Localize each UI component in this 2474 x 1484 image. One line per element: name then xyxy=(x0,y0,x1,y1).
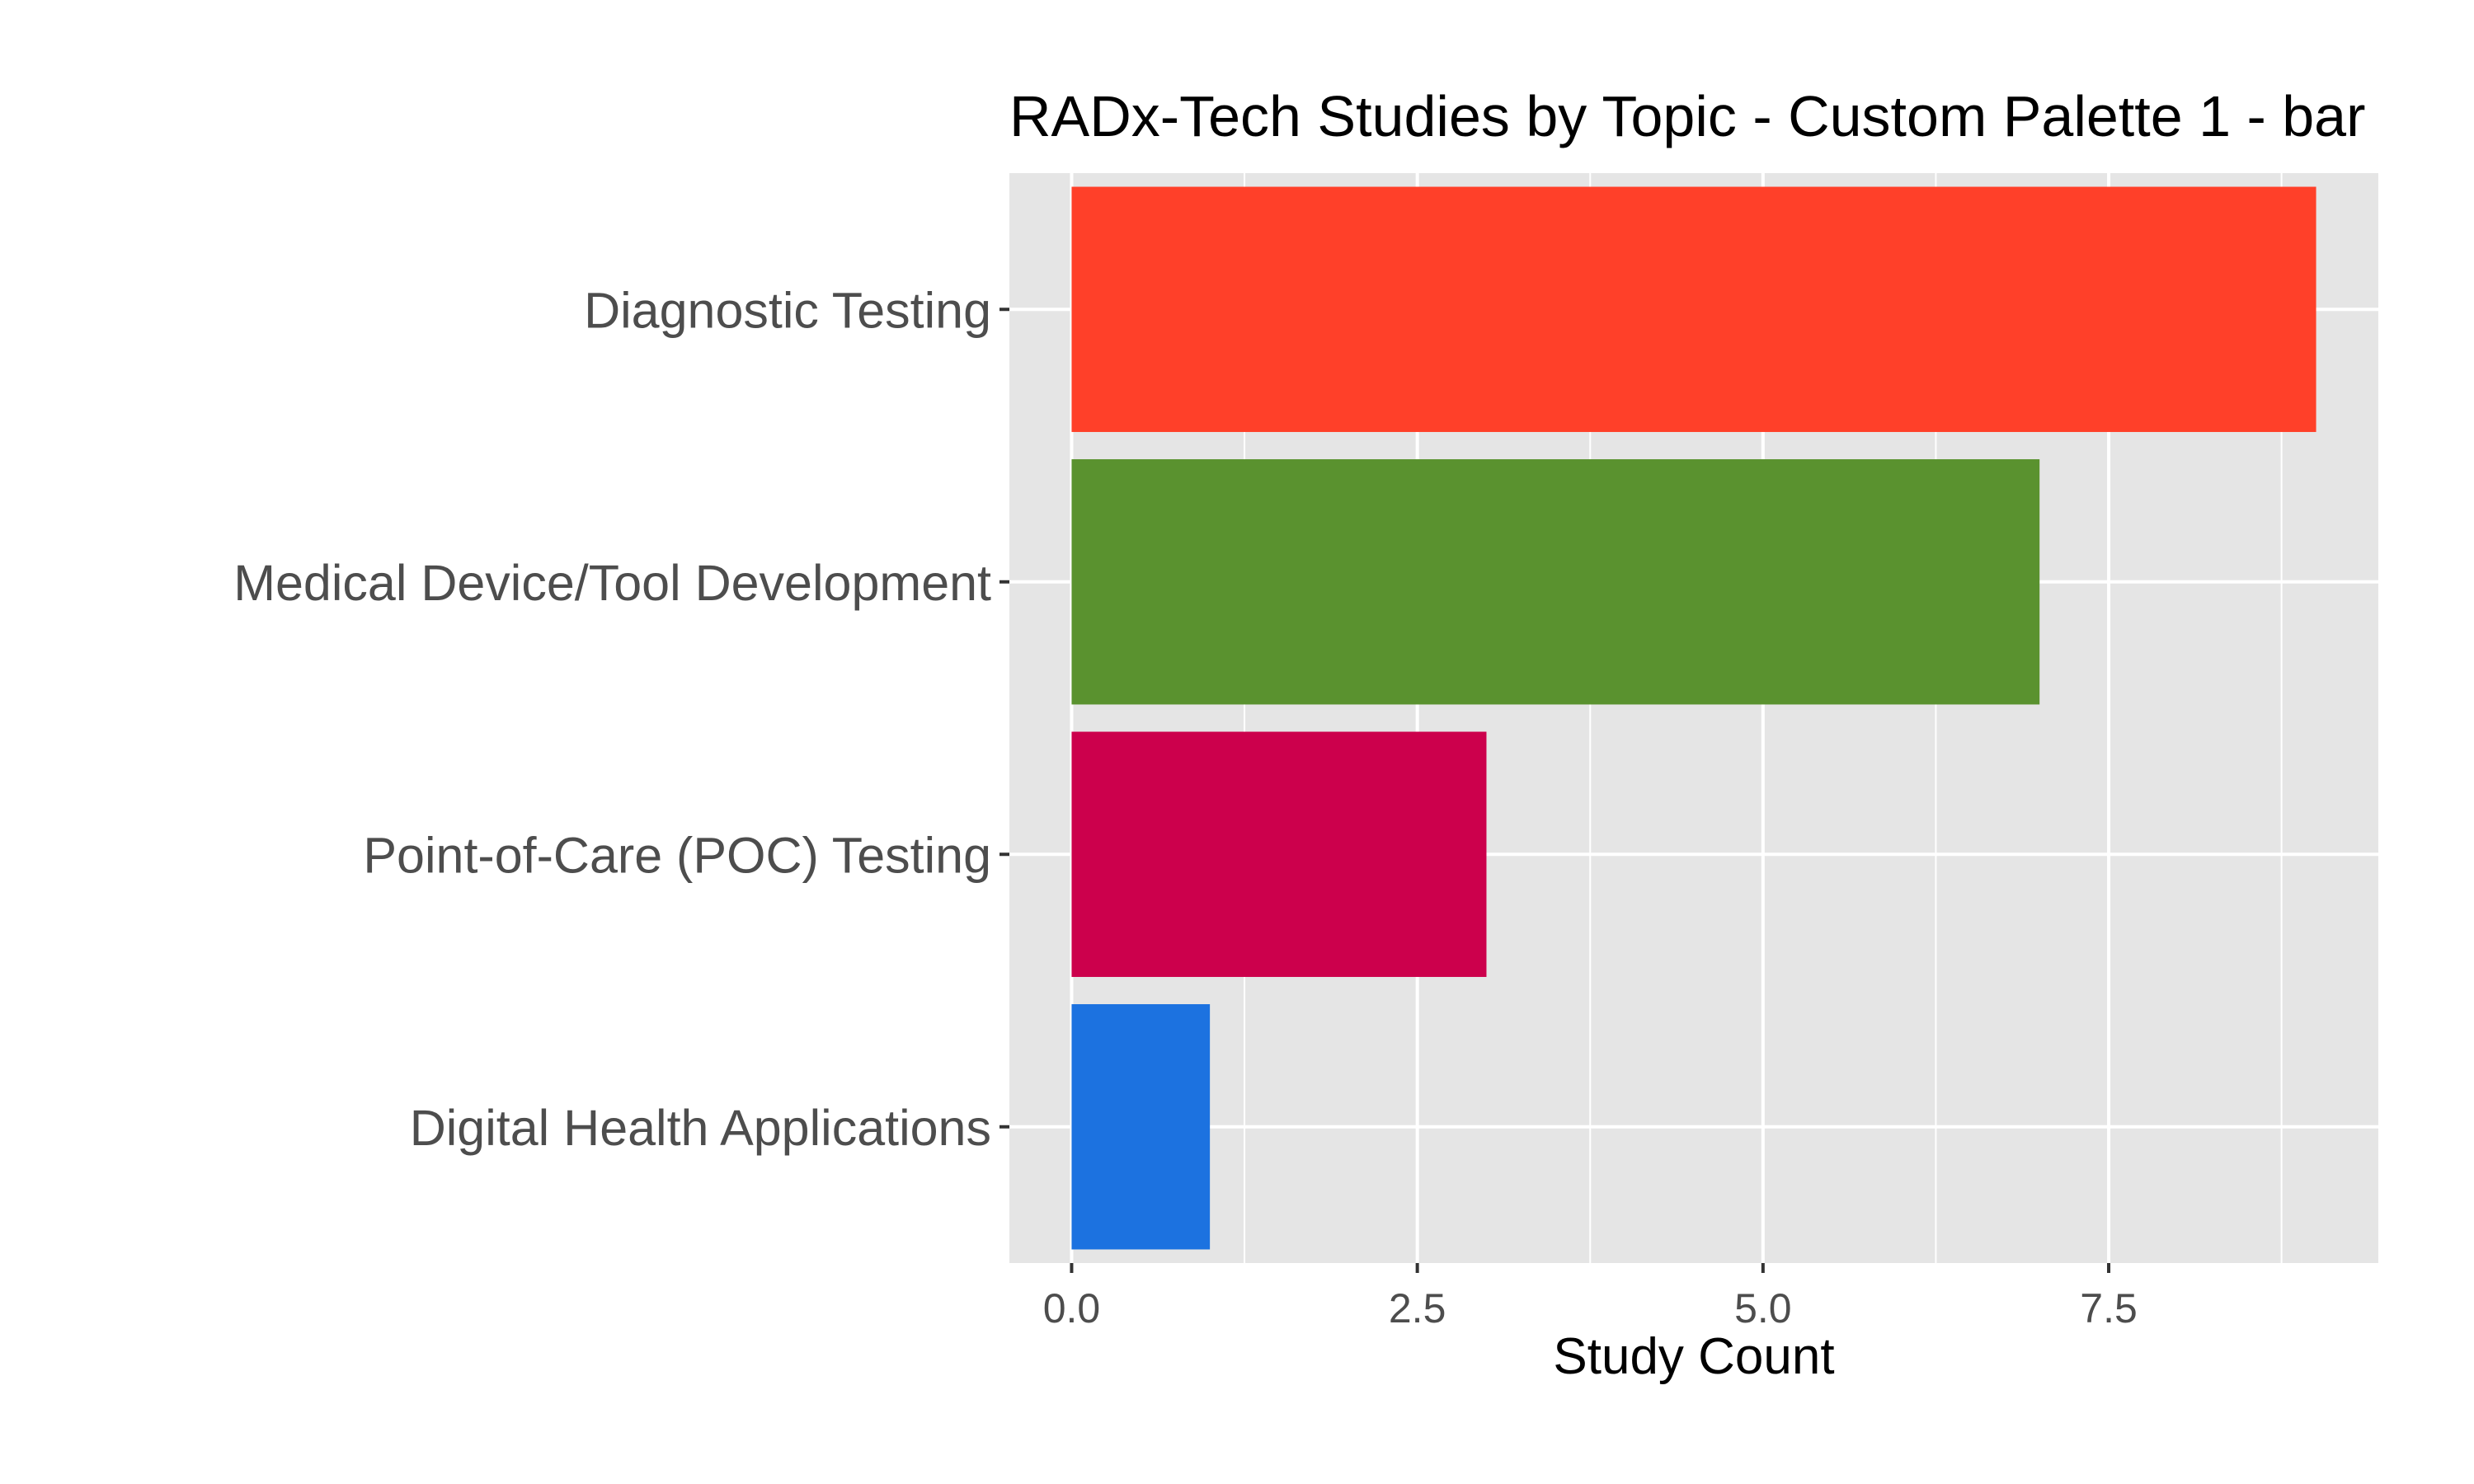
y-tick-label: Medical Device/Tool Development xyxy=(233,555,991,611)
y-axis: Diagnostic Testing Medical Device/Tool De… xyxy=(233,282,1009,1156)
y-tick-label: Diagnostic Testing xyxy=(584,282,991,338)
x-tick-label: 2.5 xyxy=(1389,1285,1446,1331)
bars xyxy=(1071,186,2316,1250)
x-tick-label: 0.0 xyxy=(1043,1285,1101,1331)
x-tick-label: 5.0 xyxy=(1734,1285,1792,1331)
chart-title: RADx-Tech Studies by Topic - Custom Pale… xyxy=(1009,84,2365,148)
x-tick-label: 7.5 xyxy=(2080,1285,2138,1331)
y-tick-label: Point-of-Care (POC) Testing xyxy=(363,827,991,883)
bar xyxy=(1071,459,2040,705)
x-axis: 0.0 2.5 5.0 7.5 xyxy=(1043,1263,2138,1331)
bar xyxy=(1071,1004,1211,1250)
x-axis-title: Study Count xyxy=(1553,1328,1834,1385)
y-tick-label: Digital Health Applications xyxy=(410,1100,991,1156)
bar xyxy=(1071,186,2316,432)
bar xyxy=(1071,731,1487,977)
